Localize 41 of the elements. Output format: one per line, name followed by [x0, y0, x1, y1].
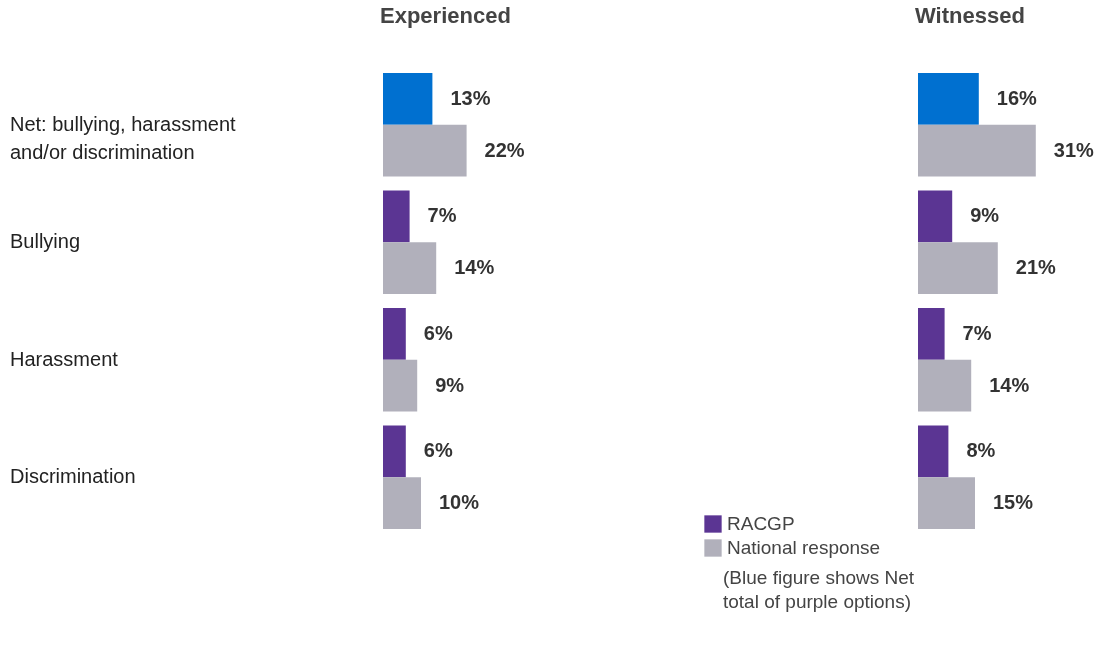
data-label: 10%: [439, 491, 480, 514]
bar: [918, 359, 972, 412]
data-label: 7%: [962, 321, 992, 344]
data-label: 22%: [484, 138, 525, 161]
bar: [383, 73, 433, 125]
data-label: 31%: [1053, 138, 1095, 161]
bar: [918, 425, 949, 478]
data-label: 15%: [993, 491, 1034, 514]
data-label: 9%: [435, 373, 465, 396]
data-label: 8%: [966, 439, 996, 462]
legend-label: RACGP: [727, 513, 795, 534]
data-label: 6%: [423, 439, 453, 462]
bar: [383, 477, 421, 529]
y-tick-label: Bullying: [10, 230, 81, 253]
bar: [383, 425, 406, 478]
data-label: 13%: [450, 86, 491, 109]
bar: [383, 124, 467, 177]
bar: [383, 242, 437, 294]
data-label: 16%: [996, 86, 1038, 109]
data-label: 9%: [970, 204, 1000, 227]
bar: [918, 190, 953, 243]
bar: [383, 359, 418, 412]
legend-label: National response: [727, 537, 881, 558]
y-tick-label: Harassment: [10, 347, 119, 370]
y-tick-label: Discrimination: [10, 465, 136, 488]
y-tick-label: Net: bullying, harassment and/or discrimination: [10, 112, 237, 163]
bar: [918, 124, 1036, 177]
data-label: 21%: [1015, 256, 1057, 279]
data-label: 14%: [454, 256, 495, 279]
bar: [918, 73, 979, 125]
bar: [383, 308, 406, 360]
bar: [918, 242, 998, 294]
text: (Blue figure shows Net total of purple options): [723, 567, 915, 612]
chart-title: Witnessed: [915, 3, 1025, 28]
data-label: 6%: [423, 321, 453, 344]
bar: [918, 477, 975, 529]
bar: [383, 190, 410, 243]
bar: [918, 308, 945, 360]
chart-title: Experienced: [380, 3, 511, 28]
data-label: 7%: [427, 204, 457, 227]
data-label: 14%: [989, 373, 1030, 396]
